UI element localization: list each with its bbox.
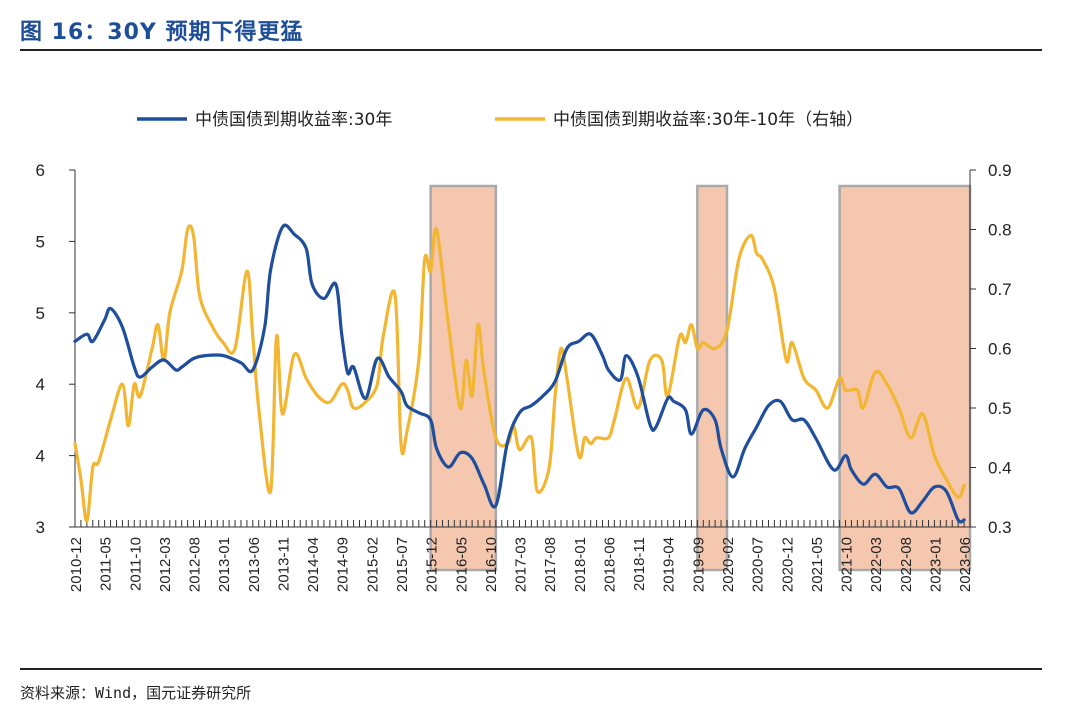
x-tick-label: 2014-09 xyxy=(335,537,352,592)
y-left-tick-label: 3 xyxy=(36,518,45,537)
y-right-tick-label: 0.5 xyxy=(988,399,1012,418)
x-tick-label: 2020-02 xyxy=(720,537,737,592)
x-tick-label: 2018-06 xyxy=(601,537,618,592)
y-right-tick-label: 0.8 xyxy=(988,221,1012,240)
series-line-spread xyxy=(73,224,966,523)
x-tick-label: 2013-01 xyxy=(216,537,233,592)
x-tick-label: 2019-09 xyxy=(690,537,707,592)
y-right-tick-label: 0.6 xyxy=(988,340,1012,359)
x-tick-label: 2021-05 xyxy=(809,537,826,592)
y-left-tick-label: 4 xyxy=(36,375,45,394)
shaded-period-3 xyxy=(838,184,972,572)
y-right-tick-label: 0.4 xyxy=(988,459,1012,478)
y-left-tick-label: 5 xyxy=(36,232,45,251)
x-tick-label: 2011-10 xyxy=(127,537,144,591)
x-tick-label: 2013-11 xyxy=(275,537,292,591)
x-tick-label: 2018-11 xyxy=(631,537,648,591)
legend-label-1: 中债国债到期收益率:30年 xyxy=(195,110,392,130)
x-tick-label: 2019-04 xyxy=(661,537,678,592)
x-tick-label: 2023-01 xyxy=(927,537,944,592)
x-tick-label: 2010-12 xyxy=(68,537,85,592)
y-left-tick-label: 5 xyxy=(36,304,45,323)
x-tick-label: 2020-12 xyxy=(779,537,796,592)
x-tick-label: 2012-08 xyxy=(187,537,204,592)
source-note: 资料来源：Wind，国元证券研究所 xyxy=(20,684,252,702)
y-right-tick-label: 0.9 xyxy=(988,161,1012,180)
chart-axes: 3 4 4 5 5 6 0.3 0.4 0.5 0.6 0.7 0.8 0.9 2010-12 2011-0… xyxy=(36,161,1012,592)
x-tick-label: 2021-10 xyxy=(839,537,856,592)
footer-divider xyxy=(20,668,1042,670)
y-right-tick-label: 0.7 xyxy=(988,280,1012,299)
series-line-30y xyxy=(73,223,966,524)
shaded-periods xyxy=(429,184,972,572)
x-tick-label: 2023-06 xyxy=(957,537,974,592)
x-tick-label: 2014-04 xyxy=(305,537,322,592)
x-tick-label: 2022-03 xyxy=(868,537,885,592)
shaded-period-2 xyxy=(696,184,729,572)
title-divider xyxy=(20,49,1042,51)
x-tick-label: 2022-08 xyxy=(898,537,915,592)
x-tick-label: 2016-05 xyxy=(453,537,470,592)
x-tick-label: 2011-05 xyxy=(98,537,115,591)
x-tick-label: 2017-03 xyxy=(513,537,530,592)
y-left-tick-label: 6 xyxy=(36,161,45,180)
x-tick-label: 2018-01 xyxy=(572,537,589,592)
x-tick-label: 2016-10 xyxy=(483,537,500,592)
x-tick-label: 2020-07 xyxy=(750,537,767,592)
chart-lines xyxy=(73,223,966,524)
x-tick-label: 2012-03 xyxy=(157,537,174,592)
y-right-tick-label: 0.3 xyxy=(988,518,1012,537)
page-title: 图 16：30Y 预期下得更猛 xyxy=(20,20,304,45)
y-left-tick-label: 4 xyxy=(36,447,45,466)
x-tick-label: 2017-08 xyxy=(542,537,559,592)
x-tick-label: 2015-02 xyxy=(364,537,381,592)
x-tick-label: 2015-07 xyxy=(394,537,411,592)
chart-legend: 中债国债到期收益率:30年 中债国债到期收益率:30年-10年（右轴） xyxy=(137,110,863,130)
x-tick-label: 2013-06 xyxy=(246,537,263,592)
x-tick-label: 2015-12 xyxy=(424,537,441,592)
legend-label-2: 中债国债到期收益率:30年-10年（右轴） xyxy=(553,110,863,130)
